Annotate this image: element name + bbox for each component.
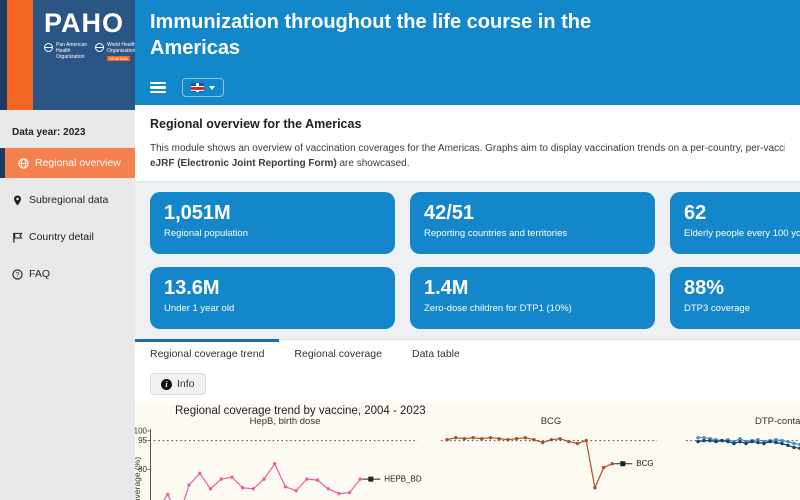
y-tick-label: 80 — [138, 465, 147, 474]
app-header: Immunization throughout the life course … — [135, 0, 800, 105]
map-pin-icon — [14, 194, 21, 206]
stat-value: 42/51 — [424, 202, 475, 224]
subplot-title: BCG — [541, 416, 562, 427]
stat-card-elderly: 62 Elderly people every 100 young — [670, 192, 800, 254]
stat-label: Reporting countries and territories — [424, 228, 568, 239]
header-toolbar — [150, 78, 224, 97]
legend-marker — [620, 461, 626, 467]
stat-label: DTP3 coverage — [684, 303, 751, 314]
y-tick-label: 95 — [138, 436, 147, 445]
stat-label: Regional population — [164, 228, 248, 239]
hamburger-menu-icon[interactable] — [150, 81, 166, 94]
series-line — [697, 439, 800, 449]
stat-label: Under 1 year old — [164, 303, 235, 314]
tab-regional-coverage[interactable]: Regional coverage — [294, 348, 382, 360]
stat-card-reporting-countries: 42/51 Reporting countries and territorie… — [410, 192, 655, 254]
chart-area: Regional coverage trend by vaccine, 2004… — [135, 403, 800, 500]
main-area: Immunization throughout the life course … — [135, 0, 800, 500]
language-selector-button[interactable] — [182, 78, 224, 97]
tab-regional-coverage-trend[interactable]: Regional coverage trend — [135, 339, 280, 367]
paho-brand-text: PAHO — [44, 8, 125, 38]
paho-logo: PAHO Pan American Health Organization Wo… — [0, 0, 135, 110]
stat-card-zero-dose: 1.4M Zero-dose children for DTP1 (10%) — [410, 267, 655, 329]
sidebar-item-faq[interactable]: ? FAQ — [0, 259, 135, 289]
stat-cards: 1,051M Regional population 42/51 Reporti… — [135, 182, 800, 339]
series-line — [163, 462, 361, 500]
series-line — [446, 437, 613, 490]
subplot-title: HepB, birth dose — [250, 416, 321, 427]
y-axis-label: Coverage (%) — [135, 457, 142, 500]
sidebar-item-label: Subregional data — [29, 194, 109, 206]
content: Regional overview for the Americas This … — [135, 105, 800, 500]
sidebar-item-label: Regional overview — [35, 157, 121, 169]
who-org-mark: World Health Organization Americas — [95, 42, 135, 62]
description-bold: eJRF (Electronic Joint Reporting Form) — [150, 158, 337, 169]
who-emblem-icon — [95, 43, 104, 52]
info-row: i Info — [135, 367, 800, 403]
stat-value: 1,051M — [164, 202, 231, 224]
tab-data-table[interactable]: Data table — [411, 348, 460, 360]
overview-panel: Regional overview for the Americas This … — [135, 105, 800, 182]
stat-value: 1.4M — [424, 277, 469, 299]
chevron-down-icon — [209, 85, 215, 90]
question-circle-icon: ? — [12, 268, 23, 280]
subplot-title: DTP-containing vaccine — [755, 416, 800, 427]
sidebar-menu: Data year: 2023 Regional overview Subreg… — [0, 110, 135, 289]
legend-label: BCG — [636, 459, 653, 468]
svg-text:?: ? — [16, 271, 20, 278]
sidebar-item-label: FAQ — [29, 268, 51, 280]
stat-value: 88% — [684, 277, 725, 299]
data-year-label: Data year: 2023 — [12, 127, 86, 138]
info-button[interactable]: i Info — [150, 373, 206, 395]
info-button-label: Info — [177, 378, 195, 390]
paho-org-mark: Pan American Health Organization — [44, 42, 90, 62]
stat-card-under-1: 13.6M Under 1 year old — [150, 267, 395, 329]
region-chip: Americas — [107, 55, 130, 61]
who-name: World Health Organization — [107, 42, 135, 54]
globe-icon — [18, 157, 29, 169]
page-title: Immunization throughout the life course … — [150, 11, 592, 59]
sidebar-item-label: Country detail — [29, 231, 94, 243]
stat-value: 13.6M — [164, 277, 220, 299]
stat-card-regional-population: 1,051M Regional population — [150, 192, 395, 254]
chart-title: Regional coverage trend by vaccine, 2004… — [175, 405, 426, 417]
y-tick-label: 100 — [135, 427, 148, 436]
flag-icon — [13, 232, 23, 243]
tab-bar: Regional coverage trend Regional coverag… — [135, 339, 800, 367]
sidebar-item-subregional-data[interactable]: Subregional data — [0, 185, 135, 215]
coverage-trend-chart: Regional coverage trend by vaccine, 2004… — [135, 405, 800, 500]
section-description: This module shows an overview of vaccina… — [150, 143, 785, 169]
sidebar-item-country-detail[interactable]: Country detail — [0, 222, 135, 252]
info-icon: i — [161, 378, 172, 390]
stat-label: Elderly people every 100 young — [684, 228, 800, 239]
section-heading: Regional overview for the Americas — [150, 117, 362, 131]
stat-value: 62 — [684, 202, 707, 224]
stat-label: Zero-dose children for DTP1 (10%) — [424, 303, 572, 314]
legend-label: HEPB_BD — [384, 475, 422, 484]
stat-card-dtp3-coverage: 88% DTP3 coverage — [670, 267, 800, 329]
flag-icon — [191, 83, 204, 92]
legend-marker — [368, 476, 374, 482]
globe-emblem-icon — [44, 43, 53, 52]
sidebar: PAHO Pan American Health Organization Wo… — [0, 0, 135, 500]
sidebar-item-regional-overview[interactable]: Regional overview — [0, 148, 135, 178]
